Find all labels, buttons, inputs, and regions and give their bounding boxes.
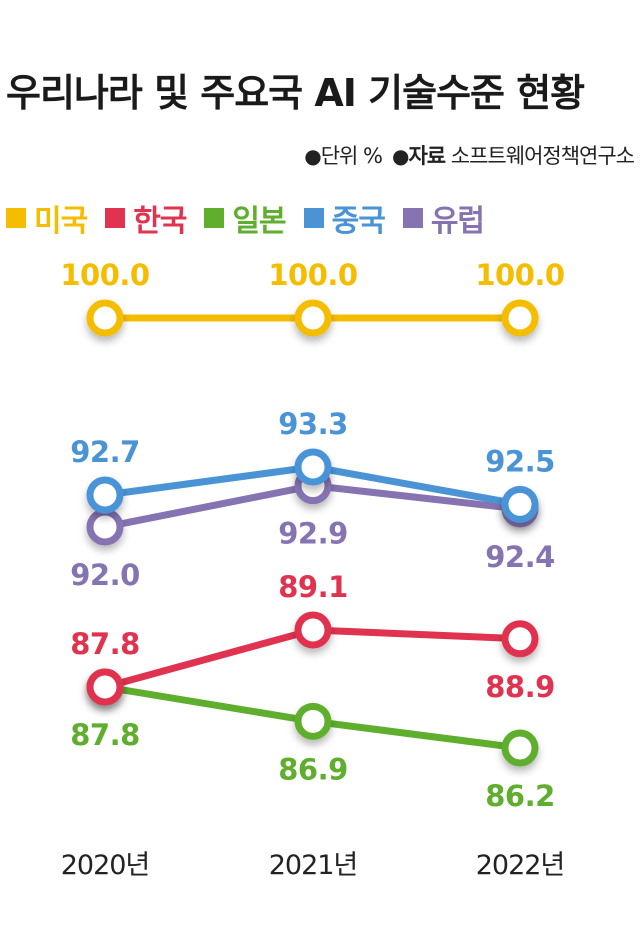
- data-point-china: [501, 485, 539, 523]
- data-label-europe: 92.4: [485, 540, 555, 574]
- legend-swatch: [303, 208, 324, 228]
- data-point-japan: [294, 702, 332, 740]
- bullet-icon: ●: [304, 144, 321, 168]
- legend-item-europe: 유럽: [402, 196, 485, 240]
- data-point-korea: [294, 611, 332, 649]
- legend-swatch: [105, 208, 126, 228]
- series-points: [86, 299, 539, 767]
- data-point-usa: [501, 299, 539, 337]
- data-label-usa: 100.0: [475, 258, 564, 292]
- unit-value: %: [363, 144, 383, 168]
- unit-label: 단위: [320, 144, 359, 168]
- legend-item-japan: 일본: [204, 196, 287, 240]
- data-labels: 100.0 100.0 100.0 87.8 86.9 86.2 87.8 89.1 88.9 9…: [60, 258, 565, 813]
- legend-swatch: [6, 208, 26, 228]
- legend-swatch: [204, 208, 225, 228]
- data-label-china: 92.5: [485, 444, 555, 478]
- data-label-japan: 87.8: [70, 718, 140, 752]
- legend-label: 한국: [133, 204, 187, 239]
- legend-item-usa: 미국: [6, 196, 88, 240]
- data-label-korea: 87.8: [70, 627, 140, 661]
- data-label-japan: 86.9: [278, 752, 348, 786]
- data-label-europe: 92.9: [278, 517, 348, 551]
- data-point-usa: [86, 299, 124, 337]
- legend-label: 미국: [34, 204, 88, 239]
- data-label-korea: 88.9: [485, 670, 555, 704]
- source-label: 자료: [408, 144, 446, 168]
- legend-label: 일본: [232, 204, 286, 239]
- chart-title: 우리나라 및 주요국 AI 기술수준 현황: [6, 71, 585, 115]
- data-point-china: [86, 476, 124, 514]
- legend-swatch: [402, 208, 423, 228]
- data-point-korea: [86, 668, 124, 706]
- legend-label: 유럽: [430, 204, 485, 239]
- source-value: 소프트웨어정책연구소: [450, 144, 635, 168]
- data-label-korea: 89.1: [278, 570, 348, 604]
- x-tick-label: 2022년: [476, 850, 565, 881]
- data-point-usa: [294, 299, 332, 337]
- legend-label: 중국: [331, 204, 386, 239]
- legend-item-china: 중국: [303, 196, 386, 240]
- data-label-europe: 92.0: [70, 558, 140, 592]
- data-point-korea: [501, 620, 539, 658]
- chart-meta: ●단위 % ●자료 소프트웨어정책연구소: [304, 140, 635, 170]
- data-label-usa: 100.0: [268, 258, 357, 292]
- data-point-japan: [501, 729, 539, 767]
- data-label-japan: 86.2: [485, 779, 555, 813]
- bullet-icon: ●: [392, 144, 409, 168]
- x-tick-label: 2021년: [269, 850, 358, 881]
- x-tick-label: 2020년: [61, 850, 150, 881]
- chart-legend: 미국 한국 일본 중국 유럽: [6, 196, 485, 240]
- data-label-china: 93.3: [278, 407, 348, 441]
- x-axis-labels: 2020년 2021년 2022년: [61, 850, 566, 881]
- legend-item-korea: 한국: [105, 196, 187, 240]
- data-point-europe: [86, 508, 124, 546]
- data-label-china: 92.7: [70, 435, 140, 469]
- data-label-usa: 100.0: [60, 258, 149, 292]
- data-point-china: [294, 448, 332, 486]
